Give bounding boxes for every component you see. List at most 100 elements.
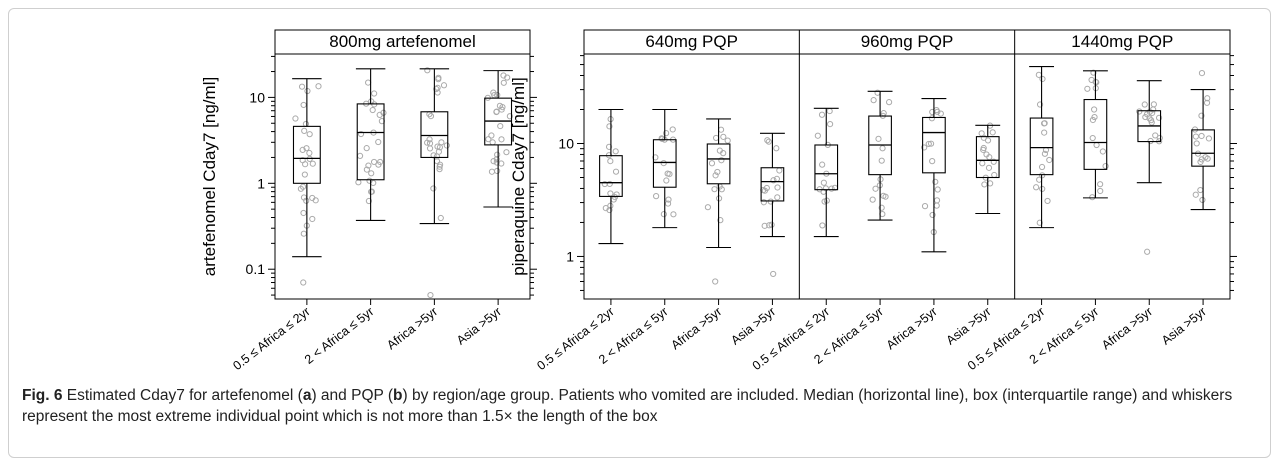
iqr-box (652, 139, 677, 188)
data-point (292, 115, 299, 122)
data-point (885, 99, 893, 106)
iqr-box (814, 144, 839, 191)
data-point (985, 164, 993, 171)
iqr-box (356, 103, 385, 181)
data-point (934, 186, 941, 193)
data-point (820, 179, 827, 186)
data-point (371, 90, 378, 97)
data-point (767, 198, 774, 205)
data-point (927, 140, 935, 147)
data-point (443, 142, 450, 149)
data-point (363, 145, 370, 152)
data-point (1197, 186, 1204, 194)
data-point (315, 83, 322, 90)
data-point (814, 132, 821, 139)
data-point (1203, 99, 1211, 106)
data-point (504, 74, 511, 81)
data-point (498, 160, 505, 167)
data-point (436, 166, 443, 173)
data-point (1192, 191, 1199, 198)
data-point (929, 158, 936, 165)
data-point (301, 171, 308, 178)
data-point (878, 157, 885, 164)
strip-header-a (274, 29, 531, 55)
data-point (768, 221, 775, 228)
iqr-box (975, 136, 1000, 179)
data-point (989, 129, 996, 136)
data-point (309, 160, 316, 167)
outlier-point (770, 270, 777, 278)
data-point (1198, 112, 1205, 119)
data-point (368, 170, 375, 177)
data-point (299, 157, 306, 164)
data-point (819, 161, 826, 168)
data-point (494, 151, 501, 158)
outlier-point (1198, 70, 1206, 77)
data-point (370, 158, 378, 166)
data-point (1039, 172, 1046, 179)
data-point (494, 167, 501, 175)
data-point (1091, 113, 1098, 121)
data-point (302, 120, 310, 128)
data-point (1084, 85, 1091, 92)
y-tick-label: 10 (558, 135, 574, 151)
data-point (299, 146, 306, 153)
x-tick-label: Asia >5yr (728, 304, 778, 347)
data-point (304, 87, 311, 95)
data-point (872, 185, 879, 192)
x-tick-label: Africa >5yr (884, 304, 940, 352)
x-tick-label: Asia >5yr (454, 304, 504, 347)
data-point (1192, 133, 1200, 140)
x-tick-label: 2 < Africa ≤ 5yr (302, 304, 377, 367)
data-point (1088, 76, 1095, 84)
y-tick-label: 10 (249, 89, 265, 105)
data-point (1136, 108, 1143, 115)
data-point (766, 222, 773, 229)
x-tick-label: Asia >5yr (1159, 304, 1209, 347)
data-point (1204, 95, 1211, 102)
data-point (605, 143, 613, 150)
data-point (488, 132, 495, 139)
data-point (765, 138, 772, 145)
data-point (925, 140, 932, 148)
data-point (436, 144, 443, 151)
data-point (933, 197, 941, 204)
data-point (438, 139, 445, 146)
data-point (1039, 185, 1046, 193)
data-point (1046, 156, 1053, 164)
data-point (377, 158, 384, 166)
iqr-box (1029, 117, 1054, 176)
data-point (652, 154, 659, 161)
data-point (606, 123, 613, 130)
strip-title: 800mg artefenomel (329, 32, 475, 51)
data-point (1091, 106, 1098, 113)
data-point (717, 217, 724, 224)
data-point (300, 230, 307, 237)
data-point (306, 149, 313, 157)
data-point (670, 211, 677, 218)
data-point (300, 101, 307, 109)
data-point (1093, 141, 1100, 149)
data-point (720, 150, 727, 157)
data-point (369, 106, 376, 114)
data-point (983, 151, 990, 158)
data-point (990, 158, 997, 165)
data-point (1041, 129, 1048, 136)
data-point (498, 136, 505, 143)
data-point (1141, 101, 1148, 108)
data-point (980, 144, 987, 152)
data-point (300, 209, 307, 217)
data-point (309, 194, 316, 202)
data-point (653, 193, 660, 200)
data-point (818, 111, 826, 118)
data-point (712, 134, 720, 142)
data-point (366, 177, 373, 184)
data-point (497, 122, 504, 130)
data-point (503, 149, 510, 156)
data-point (987, 180, 994, 187)
data-point (882, 193, 889, 200)
data-point (1097, 181, 1104, 188)
data-point (506, 113, 513, 120)
data-point (826, 120, 834, 128)
data-point (1036, 176, 1043, 183)
